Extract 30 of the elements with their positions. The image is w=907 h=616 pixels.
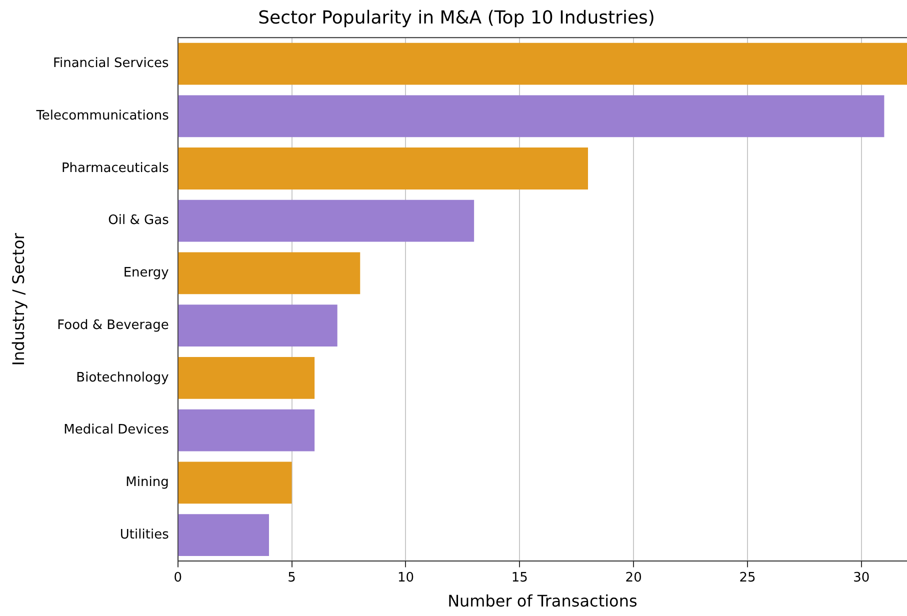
- y-tick-label: Food & Beverage: [57, 318, 169, 333]
- x-tick-label: 30: [853, 570, 870, 586]
- x-tick-label: 5: [288, 570, 296, 586]
- bar: [178, 356, 315, 399]
- bar: [178, 514, 269, 556]
- bar: [178, 42, 907, 85]
- bar: [178, 252, 360, 294]
- y-tick-label: Financial Services: [52, 56, 170, 72]
- x-tick-label: 20: [625, 570, 642, 586]
- bar: [178, 200, 474, 242]
- y-tick-label: Energy: [123, 266, 170, 281]
- bar: [178, 409, 315, 452]
- y-axis-title: Industry / Sector: [8, 232, 28, 366]
- x-tick-label: 0: [174, 570, 182, 586]
- x-tick-label: 15: [511, 570, 528, 586]
- y-tick-label: Oil & Gas: [108, 213, 170, 228]
- bar: [178, 304, 338, 347]
- x-tick-label: 25: [739, 570, 756, 586]
- chart-title: Sector Popularity in M&A (Top 10 Industries): [258, 7, 655, 28]
- bar: [178, 462, 292, 504]
- y-tick-label: Mining: [126, 475, 169, 490]
- y-tick-label: Telecommunications: [35, 108, 170, 124]
- bar: [178, 95, 884, 138]
- y-tick-label: Biotechnology: [76, 370, 170, 386]
- x-axis-title: Number of Transactions: [448, 592, 638, 611]
- bar: [178, 148, 588, 190]
- y-tick-label: Utilities: [120, 527, 170, 542]
- y-tick-label: Pharmaceuticals: [61, 160, 170, 176]
- x-tick-label: 10: [397, 570, 414, 586]
- y-tick-label: Medical Devices: [64, 422, 170, 438]
